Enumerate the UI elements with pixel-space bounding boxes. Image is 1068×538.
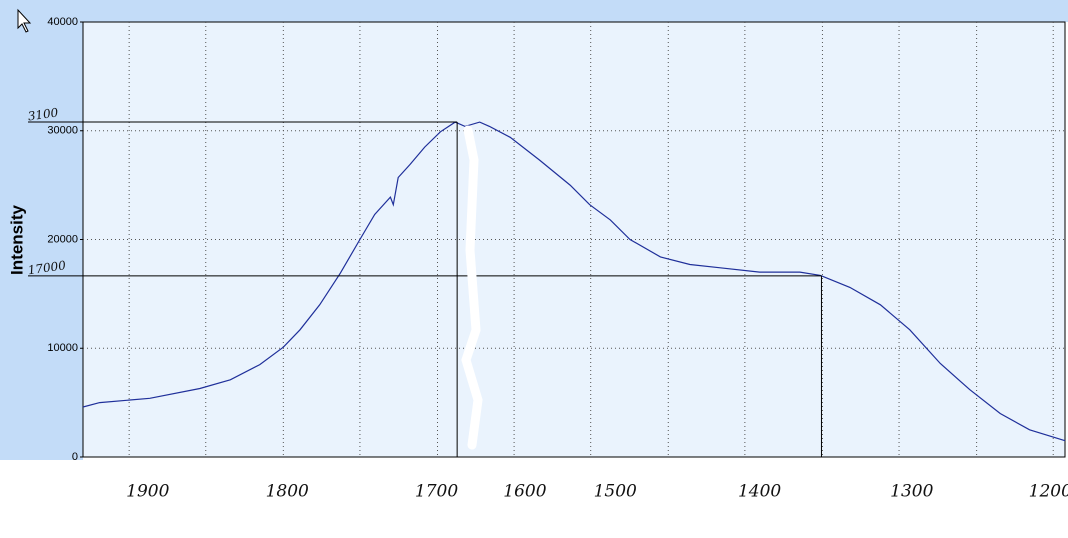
top-band xyxy=(0,0,1068,22)
y-tick-label: 20000 xyxy=(47,233,78,245)
data-line xyxy=(82,121,1066,442)
y-tick-label: 40000 xyxy=(47,16,78,28)
handwritten-x-label: 1400 xyxy=(738,482,781,502)
smudge xyxy=(461,125,483,450)
left-panel xyxy=(0,0,83,460)
y-axis-title: Intensity xyxy=(7,205,26,275)
layer: 0 10000 20000 30000 40000 xyxy=(28,16,1066,463)
plot-area xyxy=(82,21,1066,458)
handwritten-x-label: 1700 xyxy=(415,482,458,502)
y-tick-label: 10000 xyxy=(47,342,78,354)
handwritten-x-label: 1500 xyxy=(594,482,637,502)
handwritten-label: 3100 xyxy=(27,105,60,123)
handwritten-x-label: 1200 xyxy=(1029,482,1068,502)
handwritten-label: 17000 xyxy=(27,258,67,277)
handwritten-x-label: 1800 xyxy=(266,482,309,502)
handwritten-x-label: 1900 xyxy=(126,482,169,502)
y-tick-label: 30000 xyxy=(47,125,78,137)
cursor xyxy=(17,8,32,33)
handwritten-x-label: 1600 xyxy=(503,482,546,502)
y-tick-label: 0 xyxy=(72,451,78,463)
handwritten-x-label: 1300 xyxy=(890,482,933,502)
